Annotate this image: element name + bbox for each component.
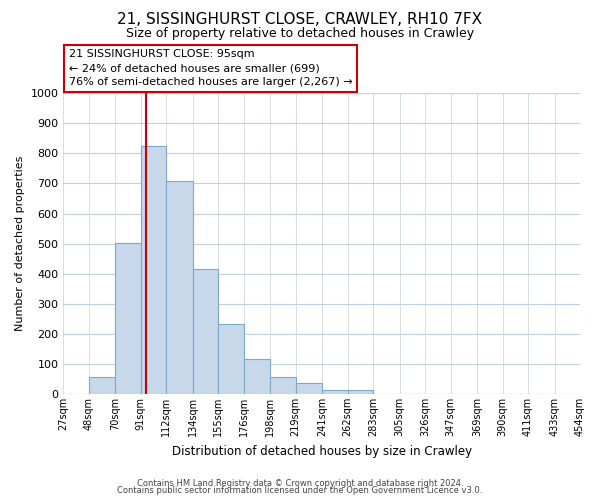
Bar [296,384,322,394]
Text: Contains HM Land Registry data © Crown copyright and database right 2024.: Contains HM Land Registry data © Crown c… [137,478,463,488]
Bar [270,377,296,394]
Bar [348,390,373,394]
Bar [193,269,218,394]
Bar [141,146,166,394]
Text: 21, SISSINGHURST CLOSE, CRAWLEY, RH10 7FX: 21, SISSINGHURST CLOSE, CRAWLEY, RH10 7F… [118,12,482,28]
Text: Size of property relative to detached houses in Crawley: Size of property relative to detached ho… [126,28,474,40]
Bar [322,390,348,394]
Text: Contains public sector information licensed under the Open Government Licence v3: Contains public sector information licen… [118,486,482,495]
X-axis label: Distribution of detached houses by size in Crawley: Distribution of detached houses by size … [172,444,472,458]
Bar [244,358,270,394]
Bar [166,180,193,394]
Text: 21 SISSINGHURST CLOSE: 95sqm
← 24% of detached houses are smaller (699)
76% of s: 21 SISSINGHURST CLOSE: 95sqm ← 24% of de… [68,49,352,87]
Y-axis label: Number of detached properties: Number of detached properties [15,156,25,332]
Bar [218,324,244,394]
Bar [89,377,115,394]
Bar [115,242,141,394]
